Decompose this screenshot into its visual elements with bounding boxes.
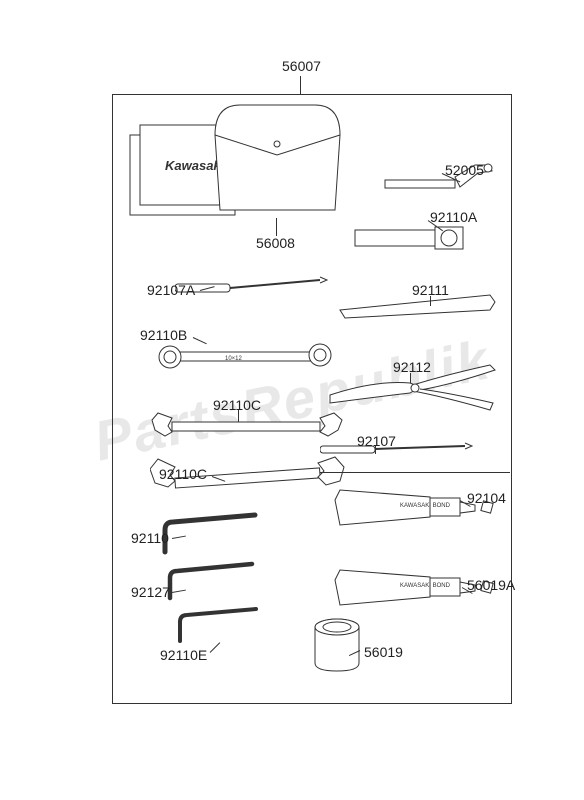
leader-56008 <box>276 218 277 236</box>
label-52005: 52005 <box>445 162 484 178</box>
open-wrench-1-icon <box>150 408 345 446</box>
label-92110C: 92110C <box>213 397 261 413</box>
hex-key-2-icon <box>160 558 260 606</box>
svg-text:10×12: 10×12 <box>225 356 243 362</box>
label-92107A: 92107A <box>147 282 195 298</box>
hex-key-3-icon <box>170 603 265 648</box>
label-92110Cb: 92110C <box>159 466 207 482</box>
screwdriver-a-icon <box>175 275 330 300</box>
label-92107: 92107 <box>357 433 396 449</box>
label-56007: 56007 <box>282 58 321 74</box>
can-icon <box>310 615 365 675</box>
pouch-icon <box>210 100 345 215</box>
label-56019A: 56019A <box>467 577 515 593</box>
label-92112: 92112 <box>393 359 431 375</box>
svg-text:KAWASAKI BOND: KAWASAKI BOND <box>400 503 451 509</box>
separator-line <box>320 472 510 473</box>
label-92111: 92111 <box>412 282 449 298</box>
label-92127: 92127 <box>131 584 170 600</box>
label-56008: 56008 <box>256 235 295 251</box>
leader-56007 <box>300 76 301 94</box>
label-92110B: 92110B <box>140 327 187 343</box>
socket-wrench-icon <box>350 220 470 255</box>
label-92104: 92104 <box>467 490 506 506</box>
label-92110E: 92110E <box>160 647 207 663</box>
ring-wrench-icon: 10×12 <box>155 340 335 375</box>
label-92110A: 92110A <box>430 209 477 225</box>
label-56019: 56019 <box>364 644 403 660</box>
hex-key-1-icon <box>155 510 265 560</box>
svg-text:KAWASAKI BOND: KAWASAKI BOND <box>400 583 451 589</box>
label-92110: 92110 <box>131 530 169 546</box>
